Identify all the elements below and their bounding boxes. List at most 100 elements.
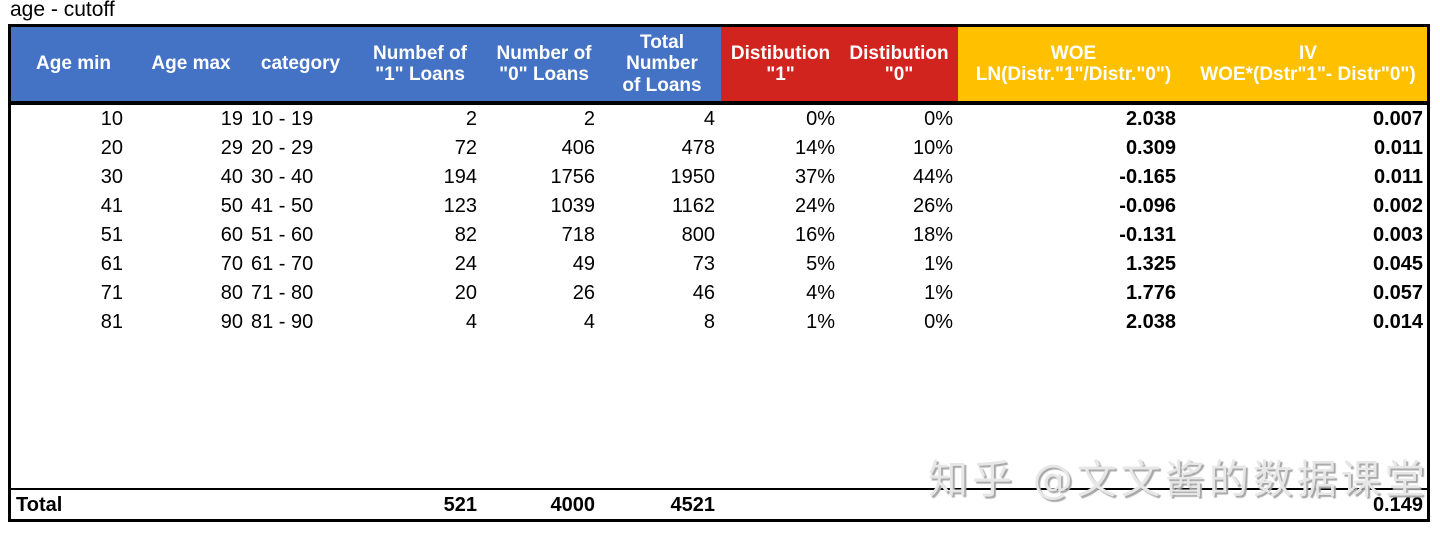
row-3-number-of-1-loans: 123: [443, 195, 477, 217]
row-7-age-min: 81: [100, 311, 123, 333]
row-0-number-of-1-loans: 2: [465, 108, 477, 130]
row-3-woe: -0.096: [1119, 195, 1176, 217]
row-1-category: 20 - 29: [251, 137, 314, 159]
row-6-number-of-0-loans: 26: [572, 282, 595, 304]
table-row-3: 41 50 41 - 50 123 1039 1162 24% 26% -0.096 0.002: [11, 192, 1427, 221]
row-6-category: 71 - 80: [251, 282, 314, 304]
row-1-distribution-1: 14%: [794, 137, 835, 159]
row-3-age-min: 41: [100, 195, 123, 217]
row-7-iv: 0.014: [1372, 311, 1423, 333]
row-3-category: 41 - 50: [251, 195, 314, 217]
row-5-category: 61 - 70: [251, 253, 314, 275]
header-distribution-1: Distibution "1": [721, 27, 840, 101]
table-row-5: 61 70 61 - 70 24 49 73 5% 1% 1.325 0.045: [11, 250, 1427, 279]
row-3-iv: 0.002: [1372, 195, 1423, 217]
row-6-age-min: 71: [100, 282, 123, 304]
header-total-number-of-loans: Total Number of Loans: [603, 27, 721, 101]
total-iv: 0.149: [1372, 494, 1423, 516]
total-number-of-0-loans: 4000: [550, 494, 596, 516]
table-row-7: 81 90 81 - 90 4 4 8 1% 0% 2.038 0.014: [11, 308, 1427, 337]
row-0-distribution-1: 0%: [806, 108, 835, 130]
row-4-woe: -0.131: [1119, 224, 1176, 246]
row-3-number-of-0-loans: 1039: [550, 195, 596, 217]
row-2-age-min: 30: [100, 166, 123, 188]
row-4-iv: 0.003: [1372, 224, 1423, 246]
row-6-distribution-0: 1%: [924, 282, 953, 304]
row-5-age-min: 61: [100, 253, 123, 275]
table-total-row: Total 521 4000 4521 0.149: [11, 488, 1427, 519]
row-6-iv: 0.057: [1372, 282, 1423, 304]
header-distribution-0: Distibution "0": [840, 27, 958, 101]
total-category: [246, 490, 355, 519]
row-2-number-of-1-loans: 194: [443, 166, 477, 188]
row-7-number-of-1-loans: 4: [465, 311, 477, 333]
row-1-total-number-of-loans: 478: [681, 137, 715, 159]
row-4-distribution-1: 16%: [794, 224, 835, 246]
row-1-number-of-0-loans: 406: [561, 137, 595, 159]
row-7-total-number-of-loans: 8: [703, 311, 715, 333]
row-0-woe: 2.038: [1125, 108, 1176, 130]
row-3-total-number-of-loans: 1162: [671, 195, 715, 217]
row-0-iv: 0.007: [1372, 108, 1423, 130]
row-3-age-max: 50: [220, 195, 243, 217]
row-7-number-of-0-loans: 4: [583, 311, 595, 333]
row-6-age-max: 80: [220, 282, 243, 304]
total-number-of-1-loans: 521: [443, 494, 477, 516]
header-age-max: Age max: [136, 27, 246, 101]
row-3-distribution-0: 26%: [912, 195, 953, 217]
total-age-min: Total: [16, 494, 63, 516]
row-2-category: 30 - 40: [251, 166, 314, 188]
row-1-woe: 0.309: [1125, 137, 1176, 159]
row-4-age-min: 51: [100, 224, 123, 246]
row-5-number-of-0-loans: 49: [572, 253, 595, 275]
sheet-title: age - cutoff: [10, 0, 115, 21]
zhihu-watermark: 知乎 @文文酱的数据课堂: [928, 457, 1429, 503]
row-4-total-number-of-loans: 800: [681, 224, 715, 246]
row-5-iv: 0.045: [1372, 253, 1423, 275]
row-0-total-number-of-loans: 4: [703, 108, 715, 130]
row-2-number-of-0-loans: 1756: [550, 166, 596, 188]
row-5-woe: 1.325: [1125, 253, 1176, 275]
row-1-iv: 0.011: [1374, 137, 1423, 159]
row-6-total-number-of-loans: 46: [692, 282, 715, 304]
header-iv: IV WOE*(Dstr"1"- Distr"0"): [1189, 27, 1427, 101]
row-1-distribution-0: 10%: [912, 137, 953, 159]
row-0-age-max: 19: [220, 108, 243, 130]
row-5-number-of-1-loans: 24: [454, 253, 477, 275]
row-1-age-min: 20: [100, 137, 123, 159]
row-2-age-max: 40: [220, 166, 243, 188]
row-4-number-of-0-loans: 718: [561, 224, 595, 246]
row-6-woe: 1.776: [1125, 282, 1176, 304]
row-0-distribution-0: 0%: [924, 108, 953, 130]
row-1-number-of-1-loans: 72: [454, 137, 477, 159]
table-row-4: 51 60 51 - 60 82 718 800 16% 18% -0.131 0.003: [11, 221, 1427, 250]
row-2-distribution-0: 44%: [912, 166, 953, 188]
row-0-number-of-0-loans: 2: [583, 108, 595, 130]
total-age-max: [136, 490, 246, 519]
row-6-number-of-1-loans: 20: [454, 282, 477, 304]
row-5-distribution-0: 1%: [924, 253, 953, 275]
table-row-1: 20 29 20 - 29 72 406 478 14% 10% 0.309 0.011: [11, 134, 1427, 163]
row-7-distribution-0: 0%: [924, 311, 953, 333]
row-5-age-max: 70: [220, 253, 243, 275]
table-body: 10 19 10 - 19 2 2 4 0% 0% 2.038 0.007 20 29 20 - 29 7…: [11, 105, 1427, 337]
table-row-6: 71 80 71 - 80 20 26 46 4% 1% 1.776 0.057: [11, 279, 1427, 308]
total-distribution-1: [721, 490, 840, 519]
row-4-number-of-1-loans: 82: [454, 224, 477, 246]
header-category: category: [246, 27, 355, 101]
row-2-woe: -0.165: [1119, 166, 1176, 188]
row-4-category: 51 - 60: [251, 224, 314, 246]
row-7-distribution-1: 1%: [806, 311, 835, 333]
row-1-age-max: 29: [220, 137, 243, 159]
row-7-age-max: 90: [220, 311, 243, 333]
row-6-distribution-1: 4%: [806, 282, 835, 304]
row-5-distribution-1: 5%: [806, 253, 835, 275]
header-age-min: Age min: [11, 27, 136, 101]
total-total-number-of-loans: 4521: [670, 494, 716, 516]
row-7-woe: 2.038: [1125, 311, 1176, 333]
row-0-category: 10 - 19: [251, 108, 314, 130]
table-header-row: Age min Age max category Numbef of "1" L…: [11, 27, 1427, 105]
row-2-total-number-of-loans: 1950: [670, 166, 716, 188]
row-5-total-number-of-loans: 73: [692, 253, 715, 275]
header-number-of-1-loans: Numbef of "1" Loans: [355, 27, 485, 101]
